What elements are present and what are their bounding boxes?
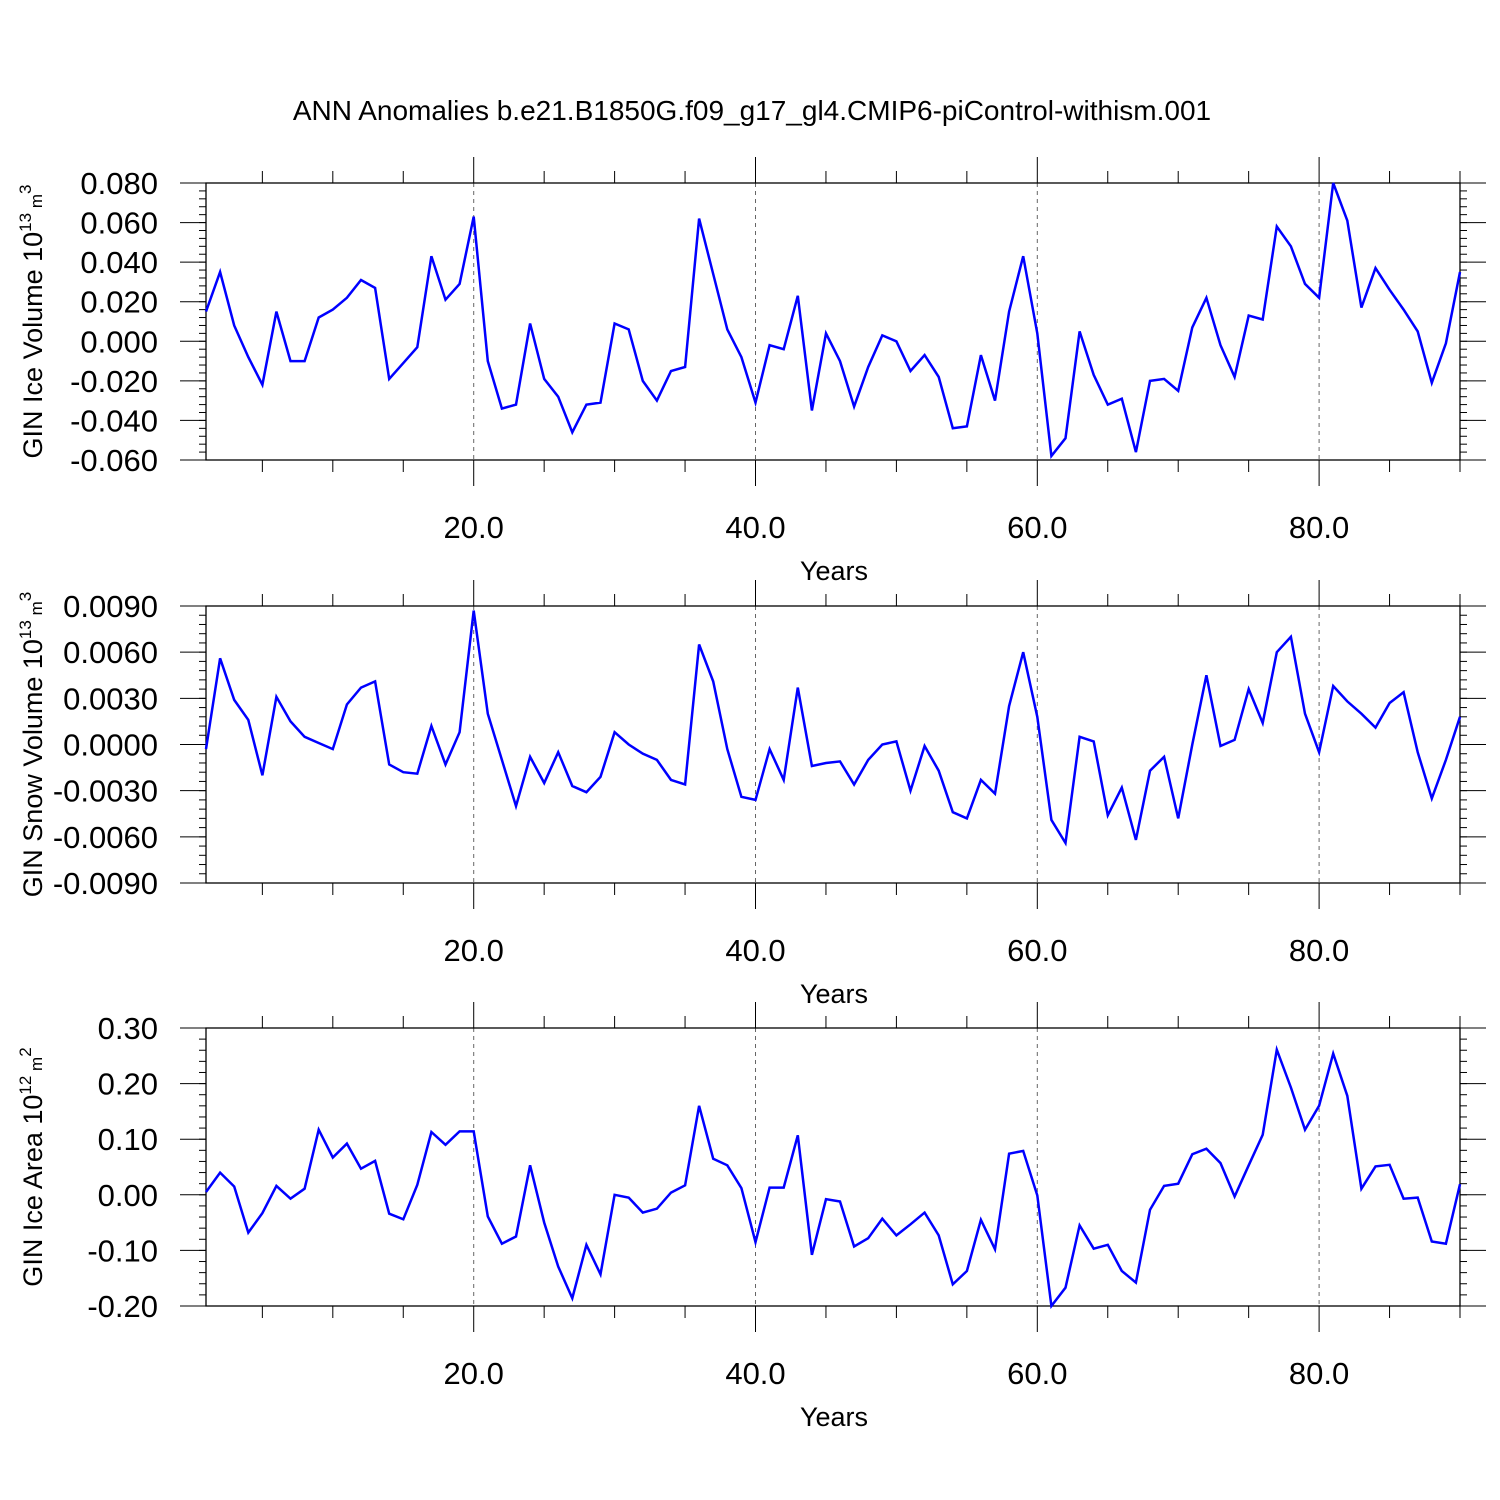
plot-frame — [205, 1027, 1461, 1307]
y-tick-label: 0.060 — [80, 206, 158, 241]
chart-panels: -0.060 -0.040 -0.020 0.000 0.020 0.040 0.060 0.… — [16, 157, 1486, 1432]
y-tick-label: -0.020 — [70, 364, 158, 399]
chart-title: ANN Anomalies b.e21.B1850G.f09_g17_gl4.C… — [293, 95, 1211, 126]
y-tick-label: -0.20 — [87, 1289, 158, 1324]
x-tick-label: 20.0 — [444, 933, 504, 968]
x-tick-label: 60.0 — [1007, 510, 1067, 545]
y-tick-label: 0.20 — [98, 1067, 158, 1102]
x-axis-title: Years — [800, 1402, 868, 1432]
series-line-1 — [204, 1044, 1462, 1310]
series-line-1 — [204, 182, 1462, 460]
y-tick-label: -0.040 — [70, 403, 158, 438]
y-tick-label: 0.0000 — [63, 728, 158, 763]
y-tick-label: -0.10 — [87, 1233, 158, 1268]
x-tick-label: 80.0 — [1289, 510, 1349, 545]
x-tick-label: 20.0 — [444, 510, 504, 545]
y-tick-label: 0.10 — [98, 1122, 158, 1157]
y-tick-label: 0.080 — [80, 166, 158, 201]
x-tick-label: 40.0 — [725, 933, 785, 968]
y-tick-label: 0.000 — [80, 324, 158, 359]
plot-frame — [205, 605, 1461, 884]
y-axis-title: GIN Snow Volume 1013 m3 — [16, 592, 48, 897]
y-tick-label: 0.00 — [98, 1178, 158, 1213]
series-line-1 — [204, 610, 1462, 847]
y-axis-title: GIN Ice Area 1012 m2 — [16, 1047, 48, 1286]
y-axis-title: GIN Ice Volume 1013 m3 — [16, 185, 48, 459]
plot-frame — [205, 182, 1461, 461]
x-tick-label: 80.0 — [1289, 933, 1349, 968]
panel-1: -0.060 -0.040 -0.020 0.000 0.020 0.040 0.060 0.… — [16, 157, 1486, 586]
y-tick-label: 0.020 — [80, 285, 158, 320]
x-tick-label: 60.0 — [1007, 933, 1067, 968]
x-tick-label: 60.0 — [1007, 1356, 1067, 1391]
y-tick-label: -0.0060 — [53, 820, 158, 855]
y-tick-label: 0.040 — [80, 245, 158, 280]
panel-2: -0.0090 -0.0060 -0.0030 0.0000 0.0030 0.0060 0… — [16, 580, 1486, 1009]
x-tick-label: 40.0 — [725, 1356, 785, 1391]
panel-3: -0.20 -0.10 0.00 0.10 0.20 0.30 20.0 40.0 60.0 80… — [16, 1002, 1486, 1432]
y-tick-label: 0.30 — [98, 1011, 158, 1046]
x-tick-label: 80.0 — [1289, 1356, 1349, 1391]
x-axis-title: Years — [800, 979, 868, 1009]
y-tick-label: -0.0030 — [53, 774, 158, 809]
y-tick-label: 0.0090 — [63, 589, 158, 624]
y-tick-label: -0.0090 — [53, 866, 158, 901]
x-axis-title: Years — [800, 556, 868, 586]
y-tick-label: 0.0060 — [63, 635, 158, 670]
y-tick-label: 0.0030 — [63, 681, 158, 716]
x-tick-label: 20.0 — [444, 1356, 504, 1391]
x-tick-label: 40.0 — [725, 510, 785, 545]
y-tick-label: -0.060 — [70, 443, 158, 478]
